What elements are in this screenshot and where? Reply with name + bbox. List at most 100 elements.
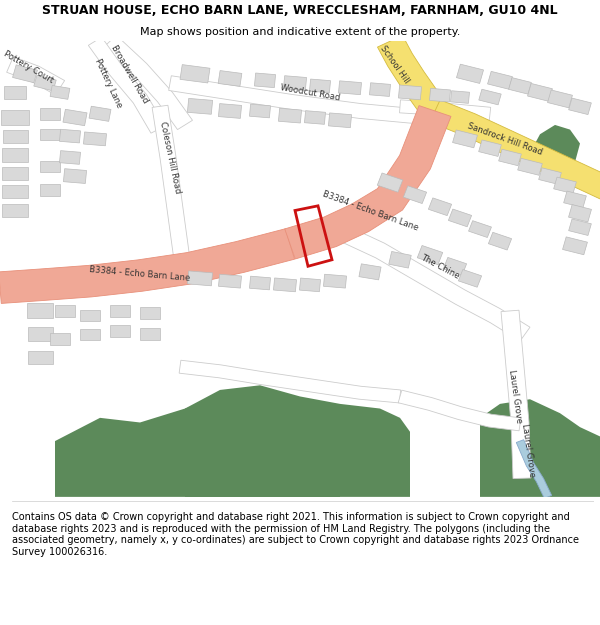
Bar bbox=[140, 307, 160, 319]
Bar bbox=[218, 274, 242, 288]
Bar bbox=[40, 161, 60, 172]
Polygon shape bbox=[398, 390, 521, 431]
Bar bbox=[64, 169, 86, 184]
Bar bbox=[59, 129, 80, 143]
Polygon shape bbox=[377, 36, 446, 118]
Bar bbox=[110, 326, 130, 338]
Bar bbox=[527, 84, 553, 101]
Bar bbox=[187, 271, 212, 286]
Bar bbox=[13, 65, 37, 82]
Bar bbox=[417, 246, 443, 265]
Bar bbox=[488, 71, 512, 89]
Bar bbox=[563, 191, 586, 208]
Bar bbox=[443, 258, 467, 275]
Bar bbox=[328, 113, 352, 128]
Bar bbox=[40, 107, 60, 120]
Polygon shape bbox=[179, 360, 401, 403]
Bar bbox=[40, 129, 60, 140]
Bar bbox=[28, 351, 53, 364]
Bar bbox=[377, 173, 403, 192]
Bar bbox=[34, 75, 56, 91]
Bar bbox=[4, 86, 26, 99]
Polygon shape bbox=[104, 36, 193, 129]
Text: Woodcut Road: Woodcut Road bbox=[280, 82, 341, 102]
Polygon shape bbox=[55, 394, 340, 497]
Text: Broadwell Road: Broadwell Road bbox=[110, 43, 150, 104]
Bar bbox=[569, 204, 592, 222]
Text: Laurel Grove: Laurel Grove bbox=[507, 369, 523, 424]
Bar bbox=[451, 91, 469, 103]
Bar bbox=[83, 132, 107, 146]
Bar bbox=[59, 151, 80, 164]
Text: B3384 - Echo Barn Lane: B3384 - Echo Barn Lane bbox=[321, 189, 419, 232]
Bar bbox=[250, 104, 271, 118]
Bar bbox=[563, 237, 587, 255]
Text: Coleson Hill Road: Coleson Hill Road bbox=[158, 121, 182, 194]
Bar bbox=[274, 278, 296, 292]
Bar bbox=[338, 81, 362, 94]
Bar bbox=[2, 167, 28, 180]
Bar bbox=[218, 104, 242, 118]
Polygon shape bbox=[7, 57, 65, 95]
Bar bbox=[218, 71, 242, 86]
Text: Pottery Lane: Pottery Lane bbox=[92, 57, 124, 109]
Bar bbox=[509, 78, 532, 94]
Bar bbox=[299, 278, 320, 292]
Text: Map shows position and indicative extent of the property.: Map shows position and indicative extent… bbox=[140, 27, 460, 37]
Bar bbox=[469, 221, 491, 238]
Polygon shape bbox=[185, 385, 410, 497]
Bar bbox=[458, 269, 482, 288]
Bar bbox=[430, 88, 451, 102]
Bar bbox=[452, 130, 478, 148]
Polygon shape bbox=[516, 440, 551, 498]
Bar bbox=[187, 98, 212, 114]
Bar bbox=[180, 64, 210, 83]
Bar bbox=[250, 276, 271, 290]
Bar bbox=[55, 305, 75, 317]
Text: School Hill: School Hill bbox=[379, 44, 412, 85]
Bar bbox=[2, 129, 28, 142]
Bar bbox=[2, 148, 28, 162]
Bar bbox=[80, 310, 100, 321]
Polygon shape bbox=[501, 310, 531, 479]
Bar bbox=[569, 98, 592, 114]
Bar bbox=[403, 186, 427, 204]
Bar bbox=[457, 64, 484, 83]
Polygon shape bbox=[285, 106, 451, 259]
Bar bbox=[310, 79, 331, 92]
Polygon shape bbox=[430, 100, 600, 206]
Bar bbox=[518, 158, 542, 175]
Bar bbox=[80, 329, 100, 340]
Bar bbox=[28, 327, 53, 341]
Polygon shape bbox=[400, 100, 491, 120]
Bar bbox=[110, 305, 130, 317]
Bar bbox=[539, 168, 562, 184]
Polygon shape bbox=[480, 399, 600, 497]
Bar bbox=[398, 85, 422, 100]
Text: STRUAN HOUSE, ECHO BARN LANE, WRECCLESHAM, FARNHAM, GU10 4NL: STRUAN HOUSE, ECHO BARN LANE, WRECCLESHA… bbox=[42, 4, 558, 17]
Polygon shape bbox=[530, 125, 580, 171]
Polygon shape bbox=[88, 37, 165, 133]
Text: Laurel Grove: Laurel Grove bbox=[520, 423, 536, 478]
Bar bbox=[2, 186, 28, 198]
Bar bbox=[278, 108, 302, 123]
Polygon shape bbox=[169, 76, 451, 125]
Bar bbox=[428, 198, 452, 216]
Bar bbox=[389, 251, 411, 268]
Polygon shape bbox=[336, 224, 530, 341]
Bar bbox=[50, 86, 70, 99]
Bar bbox=[283, 76, 307, 91]
Bar bbox=[254, 73, 275, 88]
Bar bbox=[359, 264, 381, 280]
Bar bbox=[488, 232, 512, 250]
Bar bbox=[27, 304, 53, 318]
Bar bbox=[479, 140, 502, 156]
Text: Contains OS data © Crown copyright and database right 2021. This information is : Contains OS data © Crown copyright and d… bbox=[12, 512, 579, 557]
Text: B3384 - Echo Barn Lane: B3384 - Echo Barn Lane bbox=[89, 265, 191, 282]
Bar bbox=[370, 82, 391, 96]
Text: Pottery Court: Pottery Court bbox=[2, 49, 55, 85]
Bar bbox=[323, 274, 347, 288]
Bar bbox=[479, 89, 501, 105]
Bar bbox=[1, 110, 29, 125]
Polygon shape bbox=[0, 229, 295, 303]
